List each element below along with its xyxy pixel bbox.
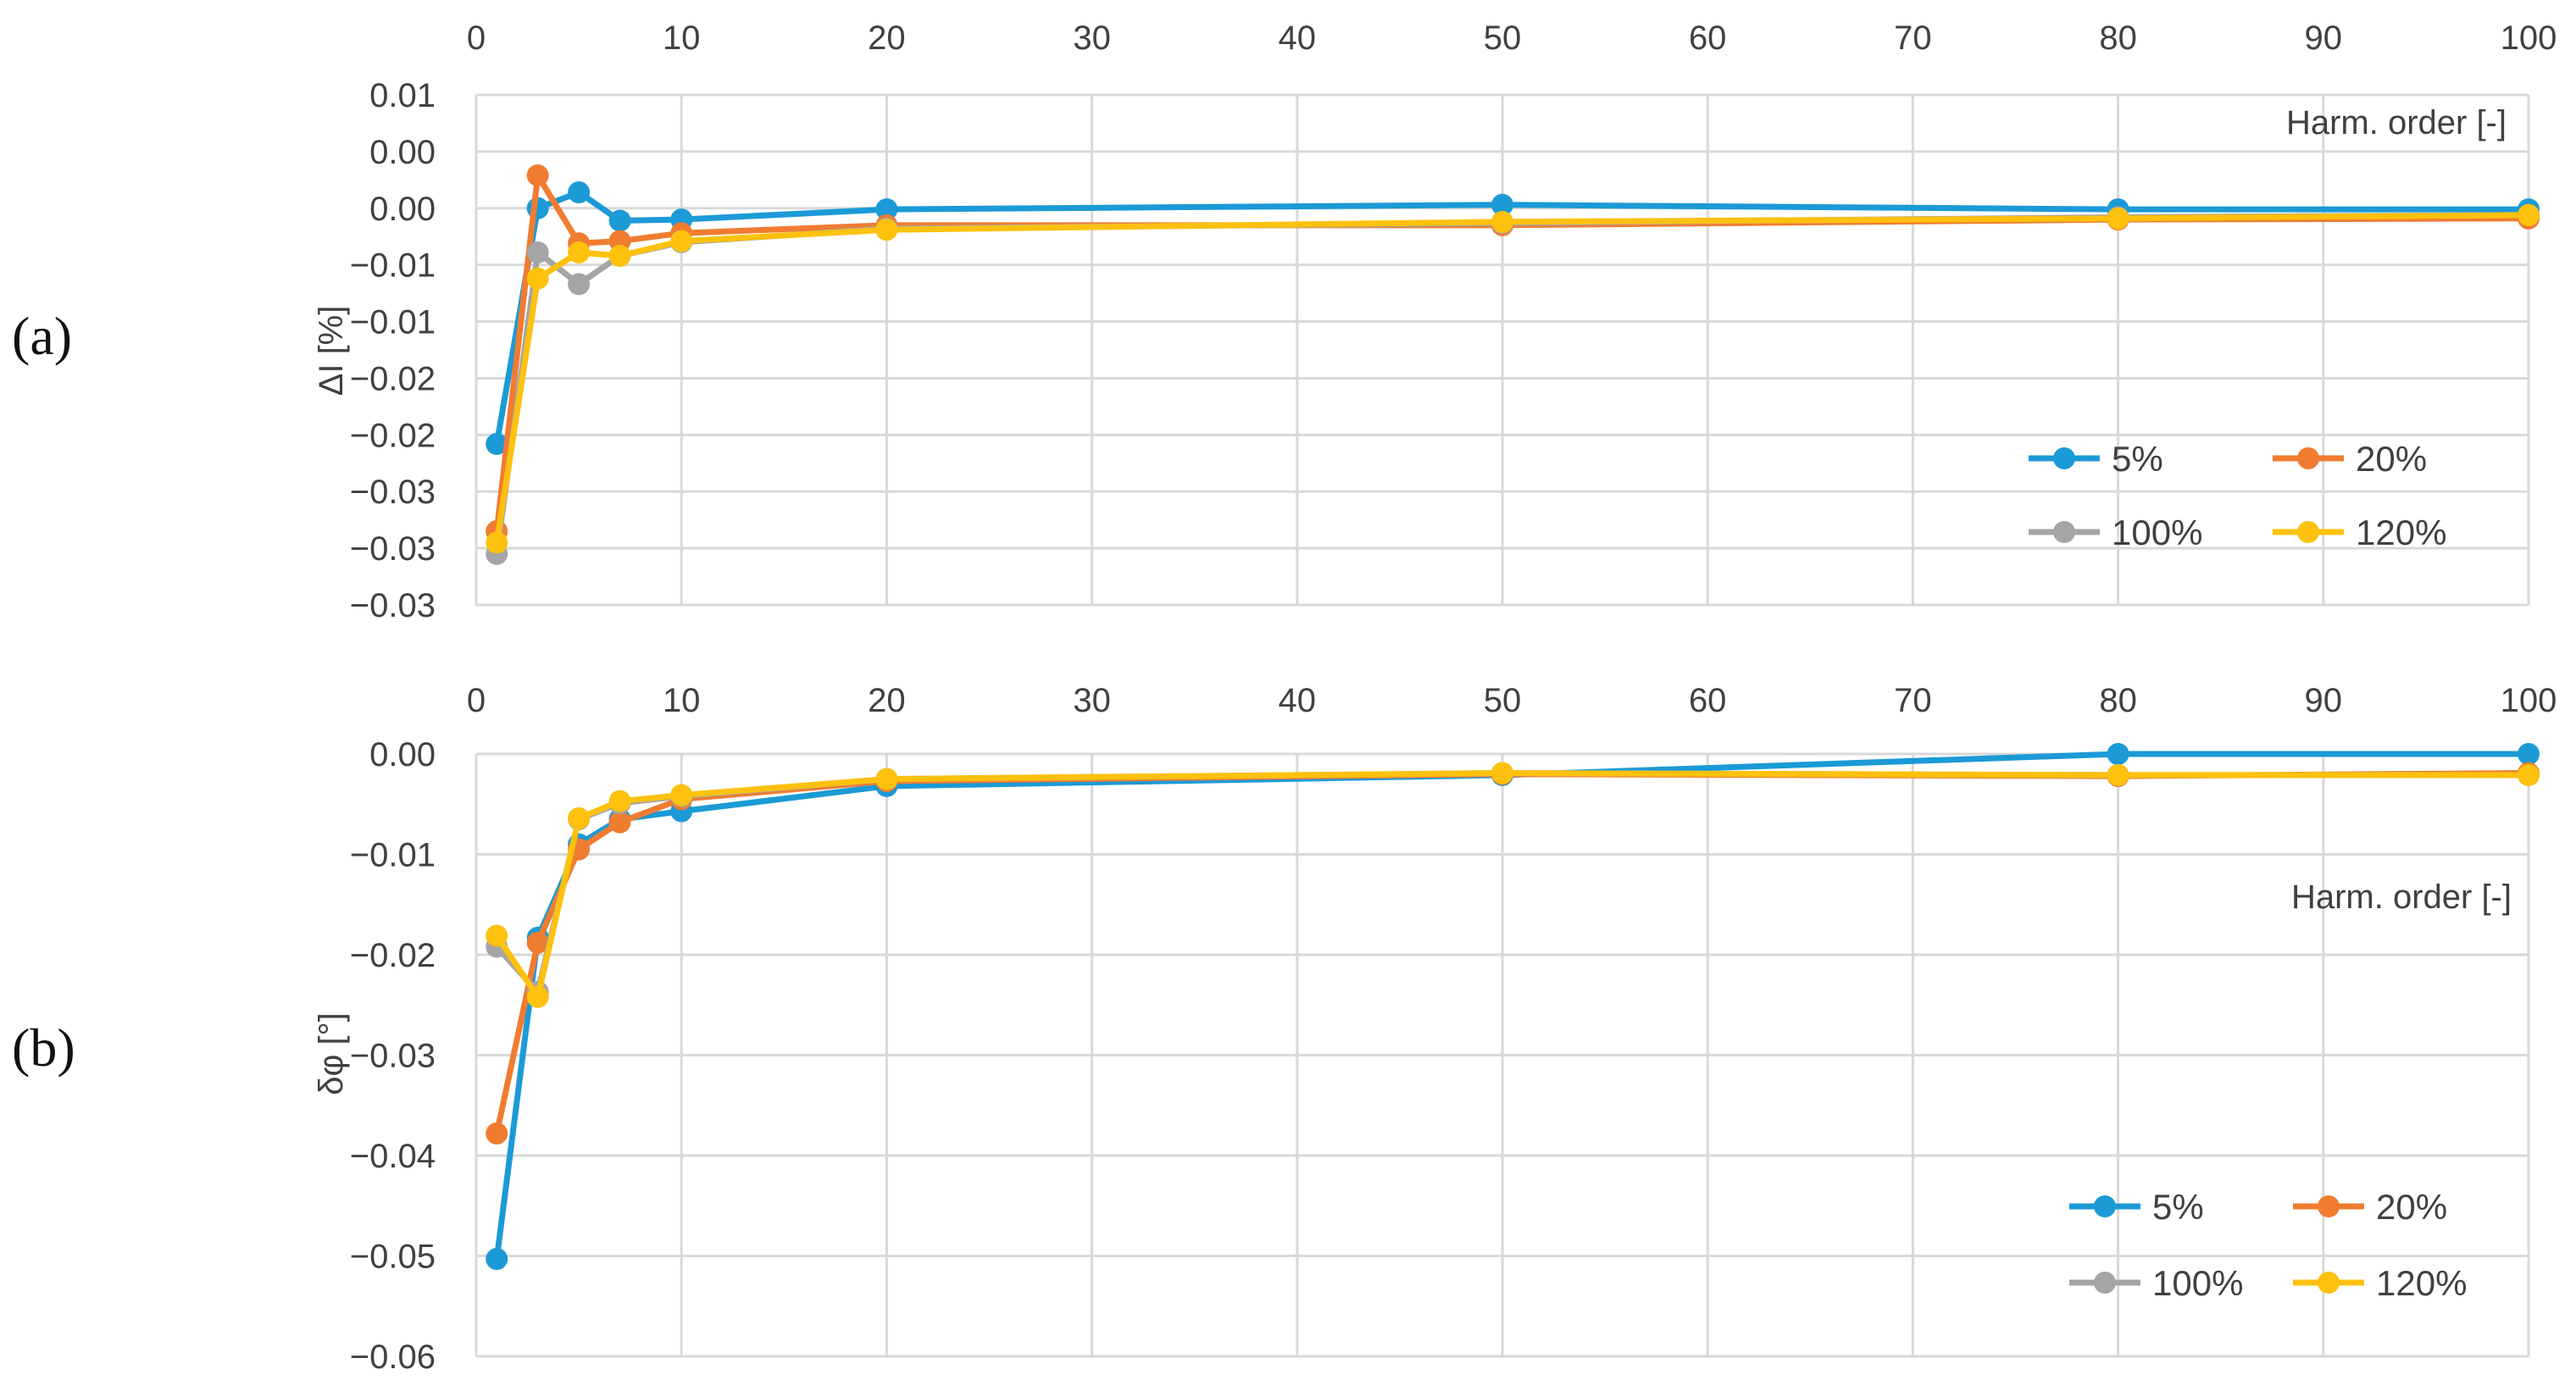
chart-b-legend-label-3: 120%: [2376, 1263, 2467, 1303]
chart-a-point-3-7: [2107, 207, 2129, 230]
chart-b-x-tick-label: 100: [2501, 682, 2557, 719]
chart-a-point-1-1: [526, 164, 549, 186]
chart-a-point-3-0: [486, 531, 508, 554]
chart-b-x-tick-label: 80: [2099, 682, 2137, 719]
chart-a-legend-marker-1: [2297, 447, 2319, 469]
chart-a-point-3-5: [875, 219, 898, 241]
chart-a-point-2-1: [526, 241, 549, 263]
chart-a-legend-label-3: 120%: [2356, 513, 2446, 552]
chart-b-legend-marker-3: [2318, 1272, 2340, 1294]
chart-a-x-tick-label: 40: [1279, 19, 1317, 57]
chart-a-point-0-5: [875, 198, 898, 221]
chart-b-point-3-5: [875, 768, 898, 790]
chart-a-y-tick-label: −0.03: [350, 587, 436, 624]
chart-a-y-axis-label: ΔI [%]: [313, 306, 350, 396]
chart-b-x-tick-label: 50: [1484, 682, 1522, 719]
chart-a-legend-label-0: 5%: [2112, 439, 2163, 479]
chart-a-point-2-2: [568, 273, 591, 296]
chart-a-x-tick-label: 70: [1894, 19, 1932, 57]
chart-a-legend-label-2: 100%: [2112, 513, 2202, 552]
chart-b-legend-label-2: 100%: [2152, 1263, 2243, 1303]
chart-b-legend-label-0: 5%: [2152, 1187, 2204, 1227]
chart-b-legend-marker-2: [2094, 1272, 2116, 1294]
chart-a-y-tick-label: −0.02: [350, 360, 436, 397]
chart-a-point-3-8: [2518, 203, 2540, 226]
chart-b-point-3-8: [2518, 763, 2540, 786]
chart-b-series-line-0: [493, 751, 2529, 1260]
chart-b-point-3-2: [568, 807, 591, 829]
chart-a-point-3-4: [670, 230, 693, 252]
chart-b-point-3-6: [1491, 762, 1513, 784]
chart-b-point-3-7: [2107, 763, 2129, 786]
chart-a-point-3-2: [568, 241, 591, 263]
chart-b-point-1-0: [486, 1122, 508, 1145]
chart-a-x-tick-label: 60: [1689, 19, 1727, 57]
chart-a-point-0-0: [486, 433, 508, 456]
chart-a-y-tick-label: −0.03: [350, 474, 436, 511]
chart-a-x-tick-label: 80: [2099, 19, 2137, 57]
chart-a-x-tick-label: 0: [467, 19, 486, 57]
chart-b-x-axis-label: Harm. order [-]: [2291, 879, 2512, 916]
chart-a-y-tick-label: −0.01: [350, 304, 436, 341]
chart-a-legend-marker-0: [2053, 447, 2075, 469]
chart-b-legend-label-1: 20%: [2376, 1187, 2447, 1227]
chart-a-point-3-6: [1491, 210, 1513, 233]
chart-a-y-tick-label: 0.00: [369, 191, 436, 228]
chart-b-y-tick-label: −0.01: [350, 837, 436, 874]
chart-b-point-1-1: [526, 931, 549, 954]
chart-b-point-3-4: [670, 784, 693, 807]
chart-a-point-0-3: [608, 209, 631, 232]
chart-a-y-tick-label: −0.02: [350, 417, 436, 454]
chart-a-y-tick-label: 0.00: [369, 134, 436, 171]
panel-b-label: (b): [12, 1017, 75, 1078]
chart-b-series-line-1: [493, 770, 2529, 1134]
chart-b-x-tick-label: 90: [2305, 682, 2343, 719]
chart-b-point-3-1: [526, 985, 549, 1008]
chart-b-point-0-8: [2518, 743, 2540, 765]
chart-b-x-tick-label: 0: [467, 682, 486, 719]
chart-b-y-tick-label: −0.02: [350, 937, 436, 974]
chart-a-x-tick-label: 10: [663, 19, 701, 57]
chart-a-x-tick-label: 20: [868, 19, 906, 57]
chart-a-point-0-2: [568, 181, 591, 204]
chart-b-x-tick-label: 20: [868, 682, 906, 719]
panel-a-label: (a): [12, 306, 73, 366]
chart-b-x-tick-label: 70: [1894, 682, 1932, 719]
chart-b-y-tick-label: −0.04: [350, 1138, 436, 1175]
chart-b-y-tick-label: −0.06: [350, 1339, 436, 1376]
chart-b-y-tick-label: 0.00: [369, 736, 436, 773]
chart-a-y-tick-label: −0.03: [350, 530, 436, 568]
chart-a-point-3-3: [608, 244, 631, 267]
chart-a-legend-marker-2: [2053, 521, 2075, 543]
chart-b-point-0-0: [486, 1248, 508, 1271]
chart-a-y-tick-label: −0.01: [350, 247, 436, 285]
chart-a-point-0-6: [1491, 193, 1513, 216]
chart-b-y-tick-label: −0.03: [350, 1038, 436, 1075]
chart-a-y-tick-label: 0.01: [369, 77, 436, 114]
chart-a-x-tick-label: 90: [2305, 19, 2343, 57]
chart-b-point-1-3: [608, 811, 631, 834]
chart-a-x-tick-label: 50: [1484, 19, 1522, 57]
chart-a-x-tick-label: 100: [2501, 19, 2557, 57]
chart-b-legend-marker-0: [2094, 1195, 2116, 1217]
chart-b-legend-marker-1: [2318, 1195, 2340, 1217]
chart-b-point-3-0: [486, 924, 508, 947]
chart-b-y-tick-label: −0.05: [350, 1239, 436, 1276]
chart-b-series-line-2: [494, 770, 2529, 995]
chart-b-point-3-3: [608, 790, 631, 812]
chart-a-x-tick-label: 30: [1073, 19, 1111, 57]
chart-b-point-0-7: [2107, 743, 2129, 765]
chart-a-point-3-1: [526, 267, 549, 290]
chart-b-y-axis-label: δφ [°]: [313, 1012, 350, 1095]
chart-a-legend-marker-3: [2297, 521, 2319, 543]
chart-b-series-line-3: [494, 770, 2529, 1001]
chart-b-x-tick-label: 60: [1689, 682, 1727, 719]
chart-b-x-tick-label: 30: [1073, 682, 1111, 719]
chart-b-x-tick-label: 10: [663, 682, 701, 719]
chart-a-x-axis-label: Harm. order [-]: [2286, 104, 2507, 141]
chart-a-legend-label-1: 20%: [2356, 439, 2427, 479]
chart-b-x-tick-label: 40: [1279, 682, 1317, 719]
